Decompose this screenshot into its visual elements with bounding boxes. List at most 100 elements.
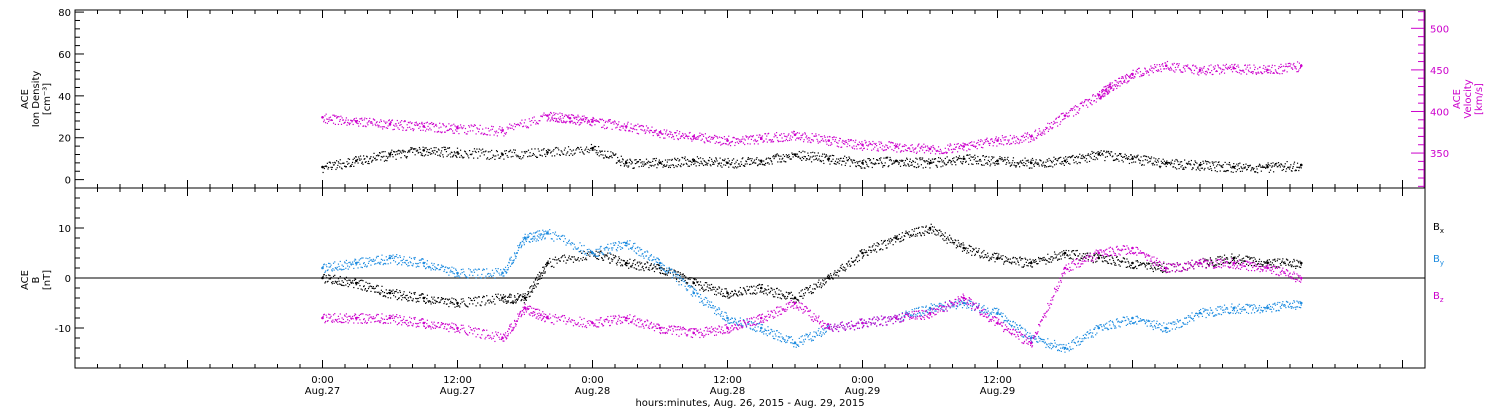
ion-density-series-trace-dot — [1147, 162, 1149, 164]
ion-density-series-trace-dot — [632, 167, 634, 169]
b-field-series-0-trace-dot — [895, 241, 897, 243]
b-field-series-0-trace-dot — [646, 261, 648, 263]
b-field-series-0-trace-dot — [915, 227, 918, 229]
velocity-series-trace-dot — [537, 123, 539, 125]
velocity-series-trace-dot — [336, 117, 338, 119]
b-field-series-0-trace-dot — [902, 239, 904, 242]
ion-density-series-trace-dot — [515, 154, 517, 156]
ion-density-series-trace-dot — [370, 161, 373, 163]
b-field-series-0-trace-dot — [755, 286, 757, 288]
velocity-series-trace-dot — [1244, 64, 1246, 67]
ion-density-series-trace-dot — [864, 160, 867, 162]
b-field-series-0-trace-dot — [477, 302, 479, 304]
ion-density-series-trace-dot — [520, 158, 522, 160]
ion-density-series-trace-dot — [1261, 165, 1264, 167]
b-field-series-0-trace-dot — [730, 295, 732, 297]
velocity-series-trace-dot — [326, 122, 328, 124]
b-field-series-0-trace-dot — [955, 247, 957, 249]
velocity-series-trace-dot — [984, 142, 986, 144]
b-field-series-0-trace-dot — [834, 270, 836, 272]
b-field-series-0-trace-dot — [858, 259, 861, 262]
velocity-series-trace-dot — [803, 139, 805, 141]
velocity-series-trace-dot — [1074, 105, 1077, 107]
ion-density-series-trace-dot — [1087, 153, 1089, 155]
ion-density-series-trace-dot — [811, 156, 813, 158]
velocity-series-trace-dot — [489, 134, 491, 136]
ion-density-series-trace-dot — [1281, 169, 1283, 172]
velocity-series-trace-dot — [390, 121, 392, 123]
velocity-series-trace-dot — [1071, 109, 1073, 111]
velocity-series-trace-dot — [1057, 125, 1059, 127]
velocity-series-trace-dot — [667, 133, 669, 135]
ion-density-series-trace-dot — [431, 150, 433, 152]
velocity-series-trace-dot — [707, 136, 710, 138]
velocity-series-trace-dot — [914, 148, 916, 150]
b-field-series-0-trace-dot — [943, 239, 945, 242]
b-field-series-0-trace-dot — [808, 291, 810, 294]
ion-density-series-trace-dot — [1280, 163, 1282, 165]
velocity-series-trace-dot — [571, 120, 573, 122]
b-field-series-0-trace-dot — [546, 264, 548, 266]
ion-density-series-trace-dot — [1254, 171, 1256, 173]
ion-density-series-trace-dot — [1072, 154, 1074, 157]
ion-density-series-trace-dot — [337, 164, 339, 167]
velocity-series-trace-dot — [880, 142, 883, 145]
b-field-series-0-trace-dot — [853, 264, 856, 266]
b-field-series-0-trace-dot — [1257, 263, 1259, 265]
b-field-series-0-trace-dot — [1084, 253, 1086, 255]
b-field-series-0-trace-dot — [370, 290, 372, 293]
ion-density-series-trace-dot — [477, 157, 479, 159]
ion-density-series-trace-dot — [433, 147, 435, 149]
ion-density-series-trace-dot — [488, 158, 490, 161]
ion-density-series-trace-dot — [1143, 164, 1145, 166]
ion-density-series-trace-dot — [1010, 164, 1012, 167]
b-field-series-0-trace-dot — [750, 285, 753, 287]
b-field-series-0-trace-dot — [582, 256, 584, 259]
velocity-series-trace-dot — [1206, 70, 1208, 72]
velocity-series-trace-dot — [852, 140, 854, 142]
velocity-series-trace-dot — [330, 119, 332, 122]
b-field-series-0-trace-dot — [690, 277, 692, 279]
b-field-series-0-trace-dot — [534, 285, 536, 287]
ion-density-series-trace-dot — [518, 157, 521, 159]
velocity-series-trace-dot — [525, 125, 527, 127]
velocity-series-trace-dot — [671, 136, 673, 139]
b-field-series-0-trace-dot — [372, 287, 374, 290]
ion-density-series-trace-dot — [1171, 159, 1173, 161]
top-right-label-line-2: Velocity — [1463, 79, 1474, 118]
ion-density-series-trace-dot — [381, 151, 383, 153]
velocity-series-trace-dot — [747, 143, 749, 145]
b-field-series-0-trace-dot — [856, 261, 859, 263]
b-field-series-0-trace-dot — [959, 244, 961, 246]
ion-density-series-trace-dot — [531, 154, 534, 156]
ion-density-series-trace-dot — [1273, 171, 1275, 173]
velocity-series-trace-dot — [998, 137, 1000, 139]
b-field-series-0-trace-dot — [597, 251, 599, 253]
b-field-series-0-trace-dot — [1074, 254, 1077, 257]
b-field-series-0-trace-dot — [1277, 258, 1279, 260]
b-field-series-0-trace-dot — [1069, 254, 1071, 256]
b-field-series-0-trace-dot — [664, 273, 666, 275]
b-field-series-0-trace-dot — [991, 256, 993, 258]
ion-density-series-trace-dot — [1152, 164, 1154, 166]
velocity-series-trace-dot — [694, 137, 696, 139]
velocity-series-trace-dot — [1126, 82, 1128, 84]
ion-density-series-trace-dot — [342, 162, 344, 164]
ion-density-series-trace-dot — [483, 154, 485, 156]
ion-density-series-trace-dot — [644, 164, 646, 166]
b-field-series-0-trace-dot — [804, 292, 807, 294]
velocity-series-trace-dot — [919, 147, 921, 149]
b-field-series-0-trace-dot — [352, 282, 354, 284]
b-field-series-0-point — [321, 276, 324, 280]
ion-density-series-trace-dot — [710, 158, 713, 160]
velocity-series-trace-dot — [322, 116, 324, 119]
velocity-series-trace-dot — [642, 125, 645, 128]
b-field-series-0-trace-dot — [747, 289, 749, 291]
velocity-series-trace-dot — [639, 125, 641, 127]
ion-density-series-trace-dot — [1175, 158, 1177, 161]
ion-density-series-trace-dot — [1122, 156, 1124, 158]
ion-density-series-trace-dot — [1026, 160, 1029, 162]
b-field-series-0-trace-dot — [938, 229, 940, 232]
b-field-series-0-trace-dot — [778, 289, 780, 291]
velocity-series-trace-dot — [1195, 65, 1197, 67]
